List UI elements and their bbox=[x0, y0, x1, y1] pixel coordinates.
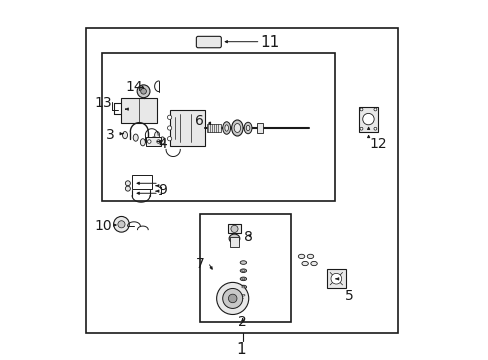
Text: 14: 14 bbox=[125, 80, 142, 94]
Ellipse shape bbox=[234, 123, 240, 132]
Bar bbox=[85, 28, 397, 333]
Circle shape bbox=[125, 186, 130, 191]
Bar bbox=[358, 107, 378, 131]
Circle shape bbox=[113, 216, 129, 232]
Circle shape bbox=[222, 288, 242, 309]
Ellipse shape bbox=[310, 261, 317, 266]
Bar bbox=[146, 137, 161, 146]
Circle shape bbox=[167, 126, 171, 130]
Text: 7: 7 bbox=[195, 257, 204, 270]
Bar bbox=[132, 175, 151, 189]
Circle shape bbox=[359, 108, 362, 111]
Ellipse shape bbox=[223, 122, 230, 134]
Ellipse shape bbox=[240, 261, 246, 264]
Bar bbox=[121, 98, 157, 123]
Ellipse shape bbox=[231, 120, 243, 136]
Ellipse shape bbox=[229, 234, 239, 243]
Bar bbox=[257, 123, 262, 133]
Text: 5: 5 bbox=[345, 289, 353, 303]
Circle shape bbox=[137, 85, 150, 98]
Circle shape bbox=[147, 140, 151, 143]
Text: 6: 6 bbox=[195, 114, 204, 128]
Circle shape bbox=[228, 294, 237, 303]
Circle shape bbox=[125, 181, 130, 186]
Text: 4: 4 bbox=[158, 137, 166, 151]
Ellipse shape bbox=[151, 137, 156, 144]
Circle shape bbox=[141, 89, 146, 94]
Text: 9: 9 bbox=[158, 183, 166, 197]
Bar bbox=[229, 237, 239, 247]
Text: 13: 13 bbox=[95, 96, 112, 110]
Circle shape bbox=[373, 108, 376, 111]
FancyBboxPatch shape bbox=[196, 36, 221, 48]
Circle shape bbox=[167, 115, 171, 120]
Bar bbox=[206, 124, 221, 132]
Ellipse shape bbox=[122, 131, 127, 139]
Ellipse shape bbox=[224, 125, 228, 131]
Ellipse shape bbox=[241, 294, 244, 296]
Circle shape bbox=[373, 127, 376, 130]
Ellipse shape bbox=[140, 139, 145, 146]
Ellipse shape bbox=[301, 261, 308, 266]
Text: 12: 12 bbox=[368, 137, 386, 151]
Bar bbox=[326, 269, 346, 288]
Bar bbox=[227, 224, 241, 233]
Circle shape bbox=[330, 273, 341, 284]
Ellipse shape bbox=[241, 286, 244, 288]
Ellipse shape bbox=[246, 125, 249, 131]
Ellipse shape bbox=[240, 269, 246, 273]
Ellipse shape bbox=[160, 137, 164, 144]
Bar bbox=[169, 110, 205, 146]
Circle shape bbox=[167, 136, 171, 141]
Text: 3: 3 bbox=[106, 128, 115, 142]
Circle shape bbox=[362, 113, 373, 125]
Ellipse shape bbox=[298, 254, 304, 258]
Bar bbox=[200, 213, 290, 322]
Ellipse shape bbox=[306, 254, 313, 258]
Circle shape bbox=[359, 127, 362, 130]
Ellipse shape bbox=[240, 293, 246, 297]
Text: 1: 1 bbox=[236, 342, 245, 357]
Circle shape bbox=[118, 221, 125, 228]
Circle shape bbox=[230, 225, 238, 233]
Ellipse shape bbox=[240, 277, 246, 281]
Ellipse shape bbox=[154, 131, 159, 139]
Text: 11: 11 bbox=[259, 35, 279, 50]
Ellipse shape bbox=[133, 134, 138, 141]
Ellipse shape bbox=[241, 278, 244, 280]
Ellipse shape bbox=[241, 270, 244, 271]
Circle shape bbox=[216, 282, 248, 315]
Text: 10: 10 bbox=[95, 219, 112, 233]
Text: 2: 2 bbox=[238, 315, 246, 329]
Circle shape bbox=[157, 140, 160, 143]
Ellipse shape bbox=[244, 122, 251, 134]
Bar bbox=[102, 53, 335, 201]
Ellipse shape bbox=[240, 285, 246, 289]
Text: 8: 8 bbox=[243, 230, 252, 244]
